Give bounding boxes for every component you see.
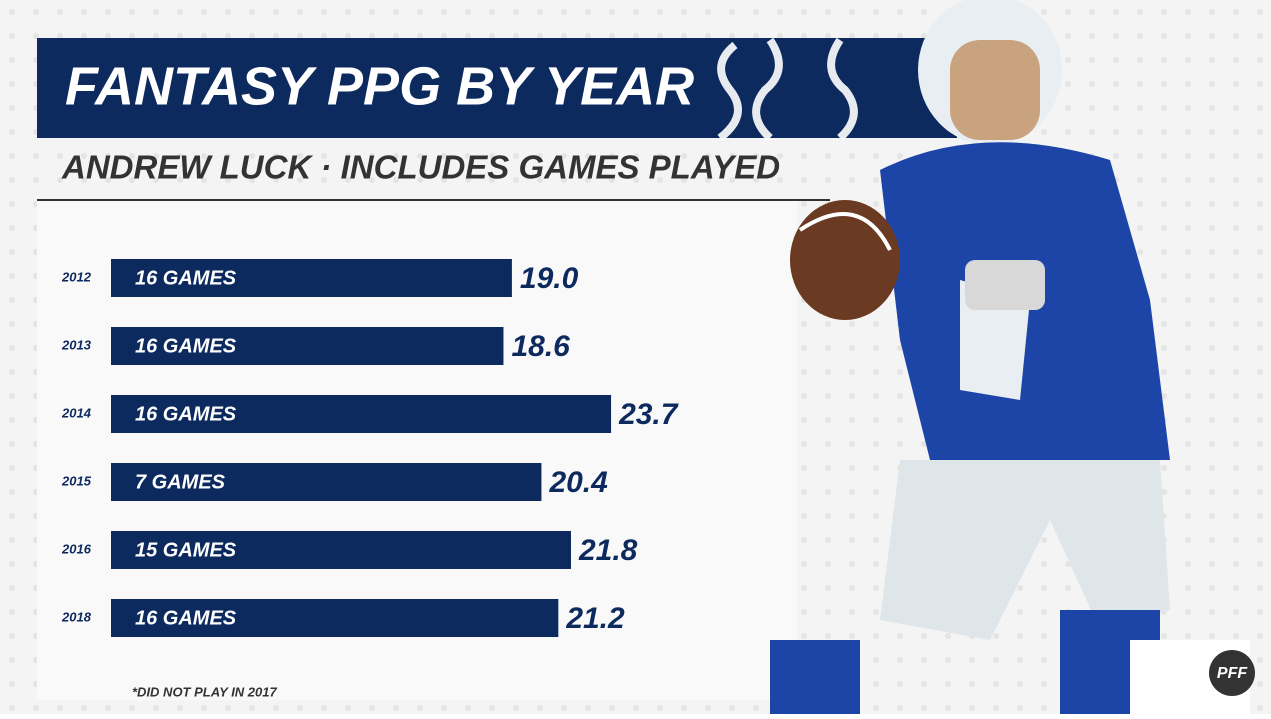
chart-subtitle: ANDREW LUCK · INCLUDES GAMES PLAYED bbox=[61, 149, 780, 186]
category-label: 2016 bbox=[61, 541, 92, 556]
bar bbox=[111, 463, 542, 501]
bar bbox=[111, 531, 571, 569]
title-banner bbox=[37, 38, 957, 138]
logo-badge bbox=[1209, 650, 1255, 696]
category-label: 2014 bbox=[61, 405, 92, 420]
horseshoe-logo bbox=[717, 37, 858, 142]
value-label: 21.2 bbox=[565, 602, 625, 635]
category-label: 2013 bbox=[61, 337, 92, 352]
chart-title: FANTASY PPG BY YEAR bbox=[65, 56, 694, 116]
bar bbox=[111, 259, 512, 297]
value-label: 19.0 bbox=[520, 262, 579, 295]
bar-label: 16 GAMES bbox=[135, 403, 237, 425]
bar bbox=[111, 395, 612, 433]
value-label: 23.7 bbox=[618, 398, 679, 431]
category-label: 2018 bbox=[61, 609, 92, 624]
value-label: 21.8 bbox=[578, 534, 638, 567]
bar-label: 16 GAMES bbox=[135, 607, 237, 629]
category-label: 2015 bbox=[61, 473, 92, 488]
value-label: 20.4 bbox=[548, 466, 608, 499]
bar-label: 16 GAMES bbox=[135, 267, 237, 289]
bar bbox=[111, 327, 504, 365]
bar-label: 16 GAMES bbox=[135, 335, 237, 357]
bar-label: 15 GAMES bbox=[135, 539, 237, 561]
category-label: 2012 bbox=[61, 269, 92, 284]
value-label: 18.6 bbox=[511, 330, 570, 363]
footnote: *DID NOT PLAY IN 2017 bbox=[132, 684, 277, 699]
logo: PFF bbox=[1217, 665, 1248, 682]
player-illustration bbox=[770, 0, 1250, 714]
bar-label: 7 GAMES bbox=[135, 471, 226, 493]
bar bbox=[111, 599, 559, 637]
